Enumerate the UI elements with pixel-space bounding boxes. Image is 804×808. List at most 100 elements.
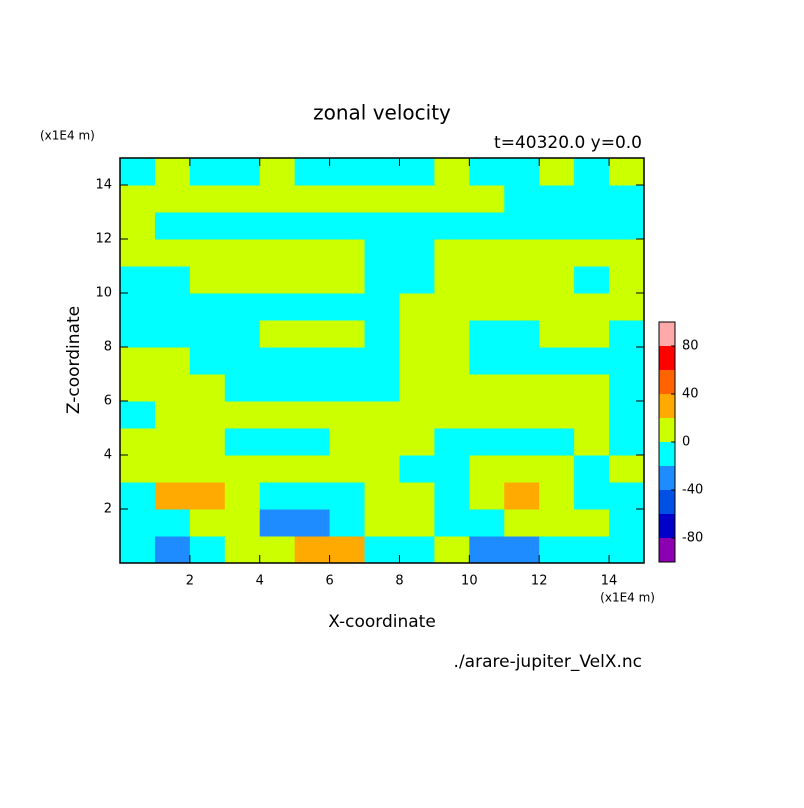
contour-cell	[294, 347, 331, 375]
contour-cell	[259, 158, 296, 186]
y-tick-label: 8	[104, 340, 112, 355]
contour-cell	[399, 536, 435, 564]
contour-cell	[364, 293, 400, 321]
contour-cell	[574, 536, 610, 564]
contour-cell	[224, 428, 261, 456]
contour-cell	[154, 428, 191, 456]
contour-cell	[189, 266, 226, 294]
contour-cell	[154, 401, 191, 429]
contour-cell	[434, 320, 470, 348]
colorbar-band	[659, 490, 675, 514]
contour-cell	[399, 428, 435, 456]
contour-cell	[539, 428, 575, 456]
contour-cell	[189, 347, 226, 375]
contour-cell	[329, 509, 366, 537]
contour-cell	[120, 347, 156, 375]
contour-cell	[504, 185, 540, 213]
contour-cell	[609, 158, 645, 186]
contour-cell	[574, 293, 610, 321]
contour-cell	[609, 239, 645, 267]
contour-cell	[294, 320, 331, 348]
contour-cell	[574, 158, 610, 186]
contour-cell	[504, 509, 540, 537]
contour-cell	[189, 455, 226, 483]
y-axis-label: Z-coordinate	[64, 306, 84, 414]
contour-cell	[224, 536, 261, 564]
contour-cell	[504, 158, 540, 186]
contour-cell	[469, 347, 505, 375]
colorbar-tick-label: -40	[682, 483, 703, 498]
contour-cell	[259, 428, 296, 456]
contour-cell	[434, 482, 470, 510]
contour-cell	[154, 482, 191, 510]
y-tick-label: 2	[104, 502, 112, 517]
plot-frame	[119, 157, 645, 564]
chart-title: zonal velocity	[313, 101, 451, 125]
contour-cell	[329, 158, 366, 186]
y-unit: (x1E4 m)	[40, 129, 95, 143]
colorbar-band	[659, 442, 675, 466]
contour-cell	[224, 239, 261, 267]
contour-cell	[574, 347, 610, 375]
contour-cell	[399, 293, 435, 321]
y-tick-label: 6	[104, 394, 112, 409]
contour-cell	[469, 266, 505, 294]
contour-cell	[574, 212, 610, 240]
contour-cell	[294, 455, 331, 483]
contour-cell	[399, 266, 435, 294]
contour-cell	[469, 158, 505, 186]
contour-cell	[539, 482, 575, 510]
contour-cell	[539, 320, 575, 348]
contour-cell	[189, 401, 226, 429]
contour-cell	[224, 482, 261, 510]
contour-cell	[259, 239, 296, 267]
contour-cell	[434, 536, 470, 564]
contour-cell	[504, 428, 540, 456]
contour-cell	[259, 320, 296, 348]
contour-cell	[259, 509, 296, 537]
colorbar-band	[659, 322, 675, 346]
contour-cell	[154, 374, 191, 402]
contour-cell	[329, 320, 366, 348]
contour-cell	[469, 428, 505, 456]
contour-cell	[364, 320, 400, 348]
contour-cell	[434, 347, 470, 375]
x-tick-label: 8	[395, 574, 403, 589]
contour-cell	[609, 320, 645, 348]
contour-cell	[539, 185, 575, 213]
contour-cell	[574, 185, 610, 213]
contour-cell	[189, 293, 226, 321]
contour-cell	[154, 185, 191, 213]
contour-cell	[154, 536, 191, 564]
contour-cell	[539, 374, 575, 402]
contour-cell	[399, 185, 435, 213]
contour-cell	[120, 320, 156, 348]
contour-cell	[504, 401, 540, 429]
contour-cell	[504, 266, 540, 294]
contour-cell	[469, 293, 505, 321]
contour-cell	[504, 212, 540, 240]
contour-cell	[329, 212, 366, 240]
contour-cell	[120, 455, 156, 483]
contour-cell	[154, 158, 191, 186]
contour-cell	[224, 293, 261, 321]
contour-cell	[609, 401, 645, 429]
contour-cell	[469, 536, 505, 564]
contour-cell	[609, 293, 645, 321]
contour-cell	[539, 455, 575, 483]
contour-cell	[609, 374, 645, 402]
x-tick-label: 12	[531, 574, 548, 589]
contour-cell	[329, 482, 366, 510]
contour-cell	[189, 509, 226, 537]
contour-cell	[609, 185, 645, 213]
contour-cell	[399, 239, 435, 267]
source: ./arare-jupiter_VelX.nc	[454, 652, 642, 672]
colorbar-band	[659, 466, 675, 490]
contour-cell	[189, 320, 226, 348]
contour-cell	[294, 401, 331, 429]
x-unit: (x1E4 m)	[600, 591, 655, 605]
contour-cell	[154, 293, 191, 321]
contour-cell	[609, 266, 645, 294]
contour-cell	[189, 374, 226, 402]
contour-cell	[364, 347, 400, 375]
